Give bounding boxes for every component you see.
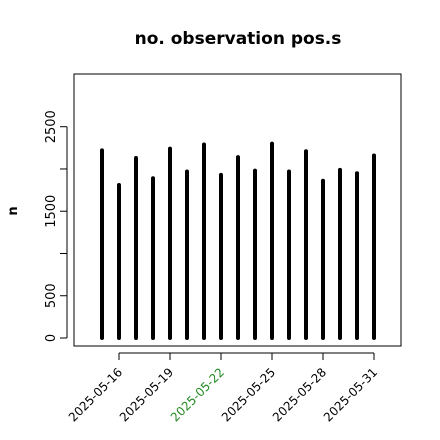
y-tick-label: 1500 xyxy=(44,195,59,228)
x-tick-label: 2025-05-25 xyxy=(219,365,278,424)
y-axis: 0 500 1500 2500 xyxy=(44,110,68,342)
y-tick-label: 500 xyxy=(44,283,59,308)
bars xyxy=(100,141,376,340)
x-tick-label: 2025-05-22 xyxy=(168,365,227,424)
y-axis-label: n xyxy=(6,206,21,215)
chart-title: no. observation pos.s xyxy=(135,29,342,49)
y-tick-label: 2500 xyxy=(44,110,59,143)
x-tick-label: 2025-05-16 xyxy=(66,365,125,424)
x-tick-label: 2025-05-31 xyxy=(321,365,380,424)
x-axis: 2025-05-162025-05-192025-05-222025-05-25… xyxy=(66,352,380,424)
x-tick-label: 2025-05-19 xyxy=(117,365,176,424)
x-tick-label: 2025-05-28 xyxy=(270,365,329,424)
y-tick-label: 0 xyxy=(44,334,59,342)
plot-area-frame xyxy=(73,73,402,347)
